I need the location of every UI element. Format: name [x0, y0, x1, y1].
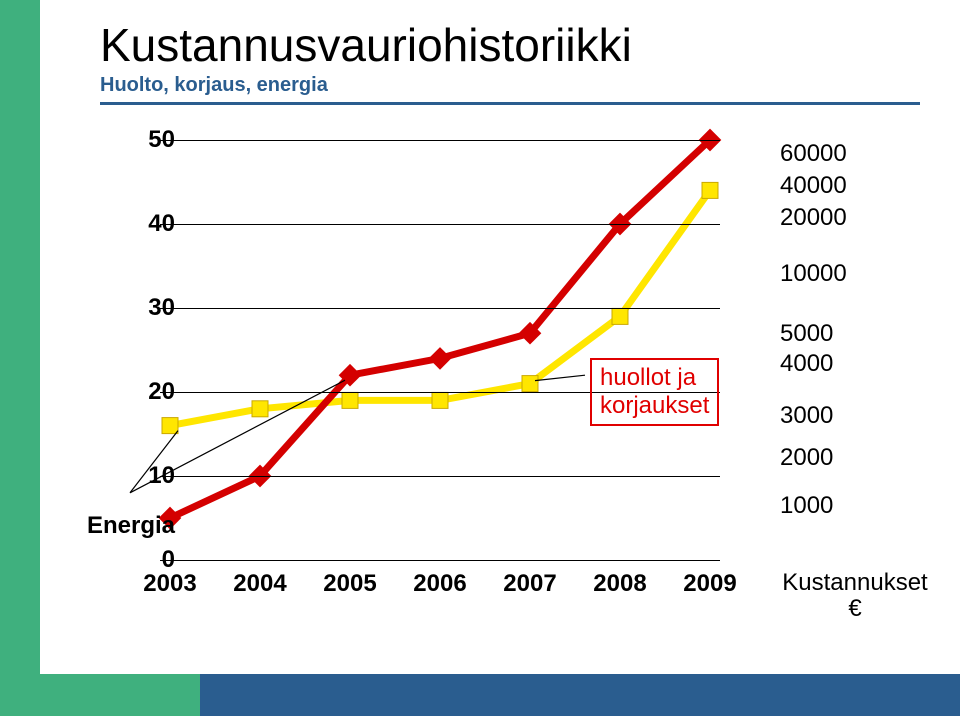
- yellow-marker: [612, 308, 628, 324]
- gridline: [160, 476, 720, 477]
- bottom-bar: [0, 674, 960, 716]
- yellow-marker: [432, 392, 448, 408]
- right-axis-label: 3000: [780, 402, 833, 430]
- right-axis-label: 40000: [780, 172, 847, 200]
- x-tick-label: 2005: [323, 570, 376, 598]
- y-tick-label: 40: [125, 210, 175, 238]
- yellow-marker: [252, 401, 268, 417]
- x-tick-label: 2006: [413, 570, 466, 598]
- gridline: [160, 308, 720, 309]
- yellow-marker: [162, 418, 178, 434]
- right-axis-caption: Kustannukset €: [780, 570, 930, 623]
- gridline: [160, 560, 720, 561]
- bottom-bar-green: [0, 674, 200, 716]
- gridline: [160, 224, 720, 225]
- yellow-marker: [522, 376, 538, 392]
- gridline: [160, 140, 720, 141]
- right-axis-label: 10000: [780, 260, 847, 288]
- red-marker: [429, 347, 452, 370]
- page-title: Kustannusvauriohistoriikki: [100, 18, 632, 72]
- x-tick-label: 2007: [503, 570, 556, 598]
- right-axis-label: 1000: [780, 492, 833, 520]
- series-red-line: [170, 140, 710, 518]
- right-axis-label: 2000: [780, 444, 833, 472]
- x-tick-label: 2009: [683, 570, 736, 598]
- right-axis-label: 60000: [780, 140, 847, 168]
- y-tick-label: 30: [125, 294, 175, 322]
- x-tick-label: 2003: [143, 570, 196, 598]
- left-accent-bar: [0, 0, 40, 716]
- y-tick-label: 10: [125, 462, 175, 490]
- page-subtitle: Huolto, korjaus, energia: [100, 74, 328, 97]
- yellow-marker: [702, 182, 718, 198]
- yellow-marker: [342, 392, 358, 408]
- plot-region: [160, 140, 720, 560]
- x-tick-label: 2008: [593, 570, 646, 598]
- chart-svg: [160, 140, 720, 560]
- y-tick-label: 20: [125, 378, 175, 406]
- right-axis-caption-text: Kustannukset €: [782, 569, 927, 622]
- x-tick-label: 2004: [233, 570, 286, 598]
- right-axis-label: 5000: [780, 320, 833, 348]
- right-axis-label: 4000: [780, 350, 833, 378]
- chart-area: Energia 01020304050200320042005200620072…: [100, 140, 750, 620]
- right-axis-label: 20000: [780, 204, 847, 232]
- callout-box: huollot ja korjaukset: [590, 358, 719, 426]
- bottom-bar-blue: [200, 674, 960, 716]
- title-underline: [100, 102, 920, 105]
- left-axis-label: Energia: [65, 512, 175, 540]
- y-tick-label: 50: [125, 126, 175, 154]
